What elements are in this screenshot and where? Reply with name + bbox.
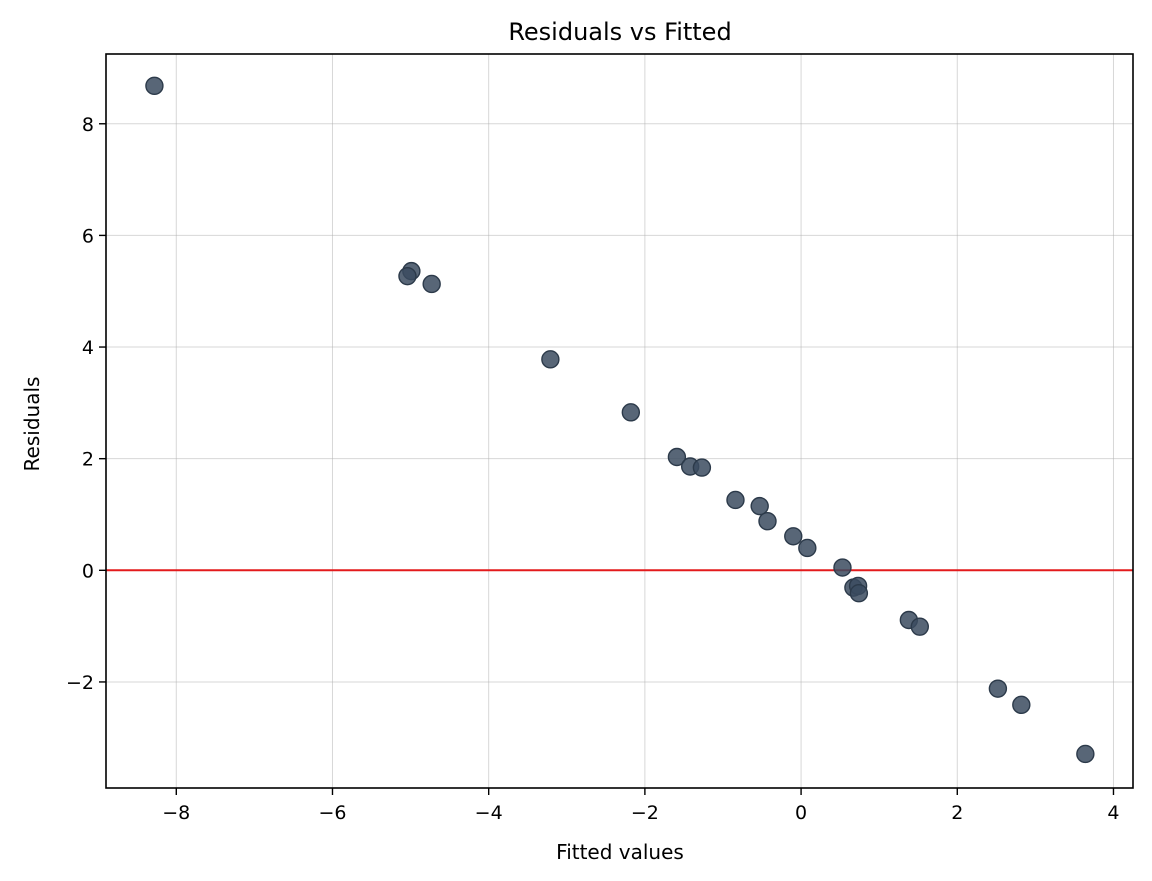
data-point <box>726 490 745 510</box>
data-point <box>621 403 641 422</box>
data-point <box>1076 744 1095 764</box>
data-point <box>833 558 852 577</box>
data-point <box>1012 695 1031 715</box>
data-point <box>145 76 164 96</box>
data-point <box>758 511 777 531</box>
x-tick-label: −2 <box>631 802 659 824</box>
data-point <box>422 274 441 294</box>
y-tick-label: 4 <box>82 337 94 359</box>
y-tick-label: −2 <box>66 672 94 694</box>
data-point <box>910 617 929 636</box>
y-tick-label: 2 <box>82 449 94 471</box>
chart-title: Residuals vs Fitted <box>508 18 731 46</box>
x-axis-ticks: −8 −6 −4 −2 0 2 4 <box>162 788 1120 824</box>
data-point <box>798 538 817 558</box>
x-tick-label: 4 <box>1107 802 1119 824</box>
data-point <box>541 350 560 369</box>
plot-frame <box>105 53 1134 789</box>
x-tick-label: −4 <box>475 802 503 824</box>
x-tick-label: 2 <box>951 802 963 824</box>
data-point <box>849 583 869 603</box>
y-tick-label: 6 <box>82 225 94 247</box>
y-axis-label: Residuals <box>20 377 44 472</box>
data-point <box>750 496 769 516</box>
y-tick-label: 0 <box>82 560 94 582</box>
x-tick-label: −8 <box>162 802 190 824</box>
x-tick-label: −6 <box>318 802 346 824</box>
data-point <box>667 447 687 467</box>
data-point <box>784 527 803 546</box>
data-point <box>988 679 1008 698</box>
data-point <box>398 266 417 286</box>
x-tick-label: 0 <box>795 802 807 824</box>
data-points <box>145 76 1095 764</box>
x-axis-label: Fitted values <box>556 840 684 864</box>
y-tick-label: 8 <box>82 114 94 136</box>
y-axis-ticks: −2 0 2 4 6 8 <box>66 114 106 694</box>
data-point <box>692 458 712 477</box>
